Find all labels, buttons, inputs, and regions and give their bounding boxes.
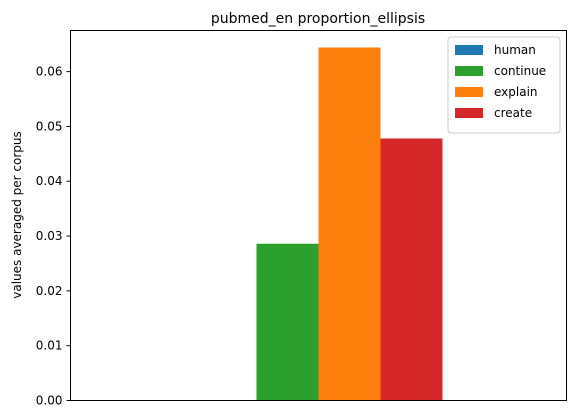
legend-label-create: create [494,106,532,120]
legend-swatch-human [455,45,483,55]
legend-swatch-explain [455,87,483,97]
legend-label-continue: continue [494,64,546,78]
y-tick-label: 0.04 [36,174,63,188]
y-axis-label: values averaged per corpus [10,131,24,299]
bar-create [380,138,443,401]
legend: human continue explain create [447,36,561,134]
legend-label-human: human [494,43,536,57]
chart-title: pubmed_en proportion_ellipsis [211,11,425,27]
bar-continue [256,243,319,401]
legend-label-explain: explain [494,85,538,99]
y-tick-label: 0.03 [36,229,63,243]
bar-explain [318,47,381,401]
y-tick-label: 0.05 [36,119,63,133]
y-axis: 0.00 0.01 0.02 0.03 0.04 0.05 0.06 [36,65,71,408]
y-tick-label: 0.02 [36,284,63,298]
legend-swatch-create [455,108,483,118]
plot-frame [70,30,567,401]
legend-swatch-continue [455,66,483,76]
y-tick-label: 0.00 [36,394,63,408]
y-tick-label: 0.01 [36,339,63,353]
bars-group [256,47,443,401]
y-tick-label: 0.06 [36,65,63,79]
